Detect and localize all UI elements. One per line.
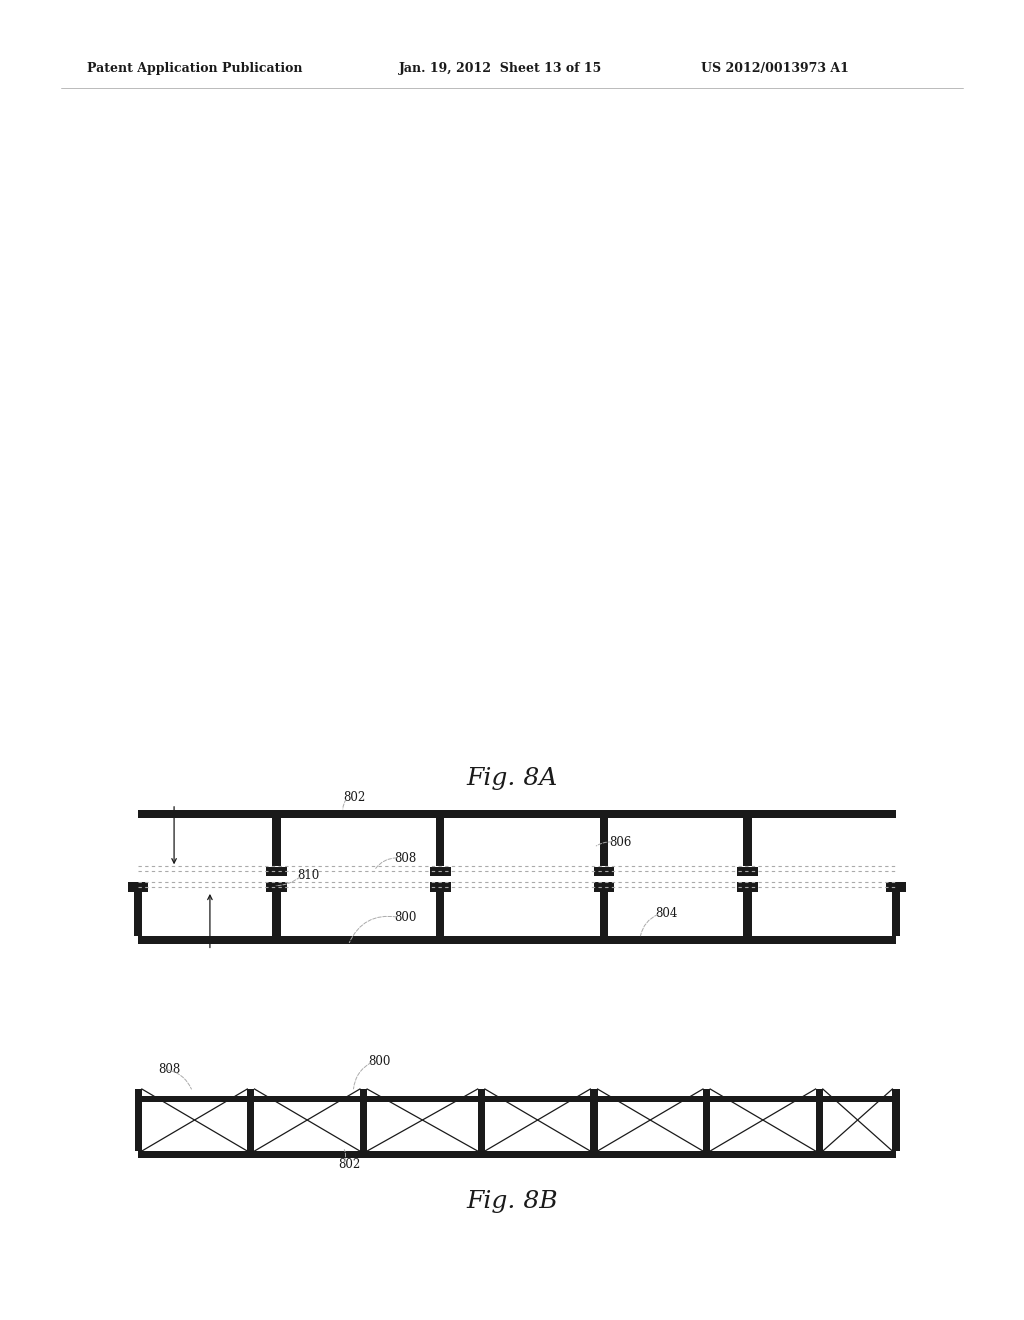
Text: Fig. 8B: Fig. 8B: [466, 1189, 558, 1213]
Bar: [436, 818, 444, 866]
Bar: [816, 1089, 823, 1151]
Bar: [892, 887, 900, 936]
Bar: [134, 887, 142, 936]
Bar: [138, 936, 896, 944]
Bar: [737, 883, 758, 892]
Text: Jan. 19, 2012  Sheet 13 of 15: Jan. 19, 2012 Sheet 13 of 15: [399, 62, 602, 75]
Bar: [743, 887, 752, 936]
Bar: [272, 887, 281, 936]
Bar: [436, 887, 444, 936]
Text: 808: 808: [159, 1063, 181, 1076]
Bar: [702, 1089, 711, 1151]
Bar: [266, 867, 287, 876]
Bar: [600, 887, 608, 936]
Bar: [272, 818, 281, 866]
Text: 806: 806: [609, 836, 632, 849]
Text: 810: 810: [297, 869, 319, 882]
Text: Patent Application Publication: Patent Application Publication: [87, 62, 302, 75]
Text: 800: 800: [394, 911, 417, 924]
Bar: [135, 1089, 141, 1151]
Bar: [128, 883, 148, 892]
Text: US 2012/0013973 A1: US 2012/0013973 A1: [701, 62, 849, 75]
Bar: [248, 1089, 254, 1151]
Text: 800: 800: [369, 1055, 391, 1068]
Bar: [138, 810, 896, 818]
Bar: [600, 818, 608, 866]
Bar: [138, 1151, 896, 1158]
Text: 804: 804: [655, 907, 678, 920]
Bar: [743, 818, 752, 866]
Bar: [138, 1096, 896, 1102]
Bar: [430, 867, 451, 876]
Bar: [430, 883, 451, 892]
Bar: [590, 1089, 598, 1151]
Bar: [737, 867, 758, 876]
Text: 802: 802: [338, 1158, 360, 1171]
Bar: [594, 867, 614, 876]
Bar: [477, 1089, 485, 1151]
Bar: [886, 883, 906, 892]
Bar: [266, 883, 287, 892]
Bar: [360, 1089, 367, 1151]
Bar: [594, 883, 614, 892]
Bar: [893, 1089, 900, 1151]
Text: 802: 802: [343, 791, 366, 804]
Text: 808: 808: [394, 851, 417, 865]
Text: Fig. 8A: Fig. 8A: [466, 767, 558, 791]
